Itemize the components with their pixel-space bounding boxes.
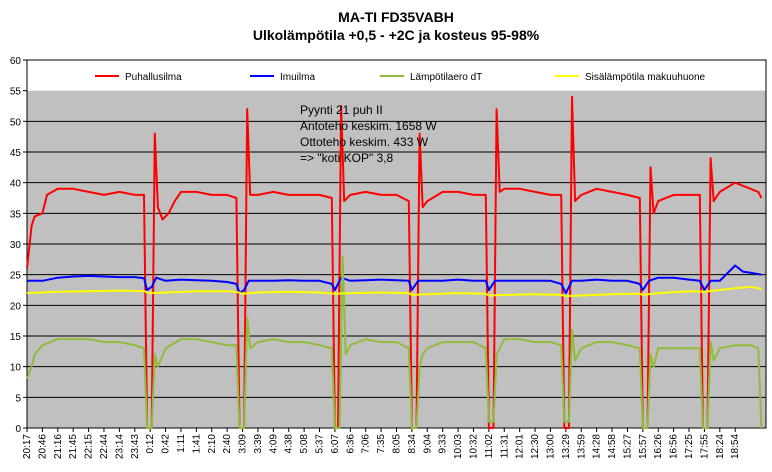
- legend-label: Puhallusilma: [125, 72, 182, 83]
- x-tick-label: 21:45: [68, 434, 79, 459]
- x-tick-label: 17:55: [699, 434, 710, 459]
- y-tick-label: 50: [10, 117, 22, 128]
- x-tick-label: 20:46: [37, 434, 48, 459]
- x-tick-label: 1:11: [176, 434, 187, 453]
- legend: Puhallusilma Imuilma Lämpötilaero dT Sisälä…: [95, 72, 706, 83]
- x-tick-label: 21:16: [53, 434, 64, 459]
- y-tick-label: 35: [10, 209, 22, 220]
- x-tick-label: 20:17: [22, 434, 33, 459]
- legend-label: Imuilma: [280, 72, 315, 83]
- x-tick-label: 22:15: [84, 434, 95, 459]
- y-tick-label: 30: [10, 240, 22, 251]
- x-tick-label: 15:27: [622, 434, 633, 459]
- y-tick-label: 15: [10, 332, 22, 343]
- chart-title: MA-TI FD35VABH: [338, 9, 454, 25]
- x-tick-label: 2:10: [207, 434, 218, 454]
- legend-label: Sisälämpötila makuuhuone: [585, 72, 706, 83]
- x-tick-label: 9:33: [438, 434, 449, 454]
- x-tick-label: 22:44: [99, 434, 110, 459]
- x-tick-label: 13:00: [545, 434, 556, 459]
- x-tick-label: 12:01: [515, 434, 526, 459]
- annotation-box: Pyynti 21 puh II Antoteho keskim. 1658 W O…: [300, 103, 437, 165]
- annotation-line: => "koti KOP" 3,8: [300, 151, 394, 165]
- x-tick-label: 6:36: [345, 434, 356, 454]
- y-tick-label: 10: [10, 363, 22, 374]
- x-tick-label: 4:09: [268, 434, 279, 454]
- plot-area: 0 5 10 15 20 25 30 35 40 45 50 55 60 20:17 20:46 21:16 2…: [10, 56, 767, 459]
- y-tick-label: 45: [10, 148, 22, 159]
- x-tick-label: 1:41: [191, 434, 202, 454]
- x-tick-label: 5:08: [299, 434, 310, 454]
- series-line: [26, 285, 762, 298]
- x-tick-label: 13:29: [561, 434, 572, 459]
- x-tick-label: 8:05: [392, 434, 403, 454]
- x-tick-label: 4:38: [284, 434, 295, 454]
- x-tick-label: 15:57: [638, 434, 649, 459]
- series-line: [26, 255, 763, 429]
- x-tick-label: 0:42: [161, 434, 172, 454]
- legend-label: Lämpötilaero dT: [410, 72, 482, 83]
- y-tick-label: 5: [15, 393, 21, 404]
- y-tick-label: 0: [15, 424, 21, 435]
- x-tick-label: 18:24: [715, 434, 726, 459]
- x-tick-label: 10:32: [468, 434, 479, 459]
- x-tick-label: 18:54: [730, 434, 741, 459]
- chart-subtitle: Ulkolämpötila +0,5 - +2C ja kosteus 95-9…: [253, 27, 540, 43]
- x-tick-label: 5:37: [315, 434, 326, 454]
- x-tick-label: 7:35: [376, 434, 387, 454]
- x-tick-label: 23:14: [114, 434, 125, 459]
- x-tick-label: 9:04: [422, 434, 433, 454]
- x-tick-label: 7:06: [361, 434, 372, 454]
- x-tick-label: 14:28: [592, 434, 603, 459]
- x-tick-label: 3:39: [253, 434, 264, 454]
- x-tick-label: 6:07: [330, 434, 341, 454]
- x-tick-label: 16:56: [669, 434, 680, 459]
- x-tick-label: 17:25: [684, 434, 695, 459]
- x-tick-label: 13:59: [576, 434, 587, 459]
- annotation-line: Ottoteho keskim. 433 W: [300, 135, 429, 149]
- x-tick-label: 11:31: [499, 434, 510, 459]
- x-tick-label: 2:40: [222, 434, 233, 454]
- x-tick-label: 12:30: [530, 434, 541, 459]
- y-tick-label: 25: [10, 271, 22, 282]
- x-tick-label: 23:43: [130, 434, 141, 459]
- y-tick-label: 55: [10, 87, 22, 98]
- x-tick-label: 14:58: [607, 434, 618, 459]
- y-tick-label: 60: [10, 56, 22, 67]
- x-tick-label: 11:02: [484, 434, 495, 459]
- annotation-line: Pyynti 21 puh II: [300, 103, 383, 117]
- x-tick-label: 0:12: [145, 434, 156, 454]
- x-tick-label: 16:26: [653, 434, 664, 459]
- series-line: [27, 264, 762, 295]
- x-tick-label: 8:34: [407, 434, 418, 454]
- y-tick-label: 20: [10, 301, 22, 312]
- annotation-line: Antoteho keskim. 1658 W: [300, 119, 437, 133]
- x-tick-label: 3:09: [238, 434, 249, 454]
- x-tick-label: 10:03: [453, 434, 464, 459]
- y-tick-label: 40: [10, 179, 22, 190]
